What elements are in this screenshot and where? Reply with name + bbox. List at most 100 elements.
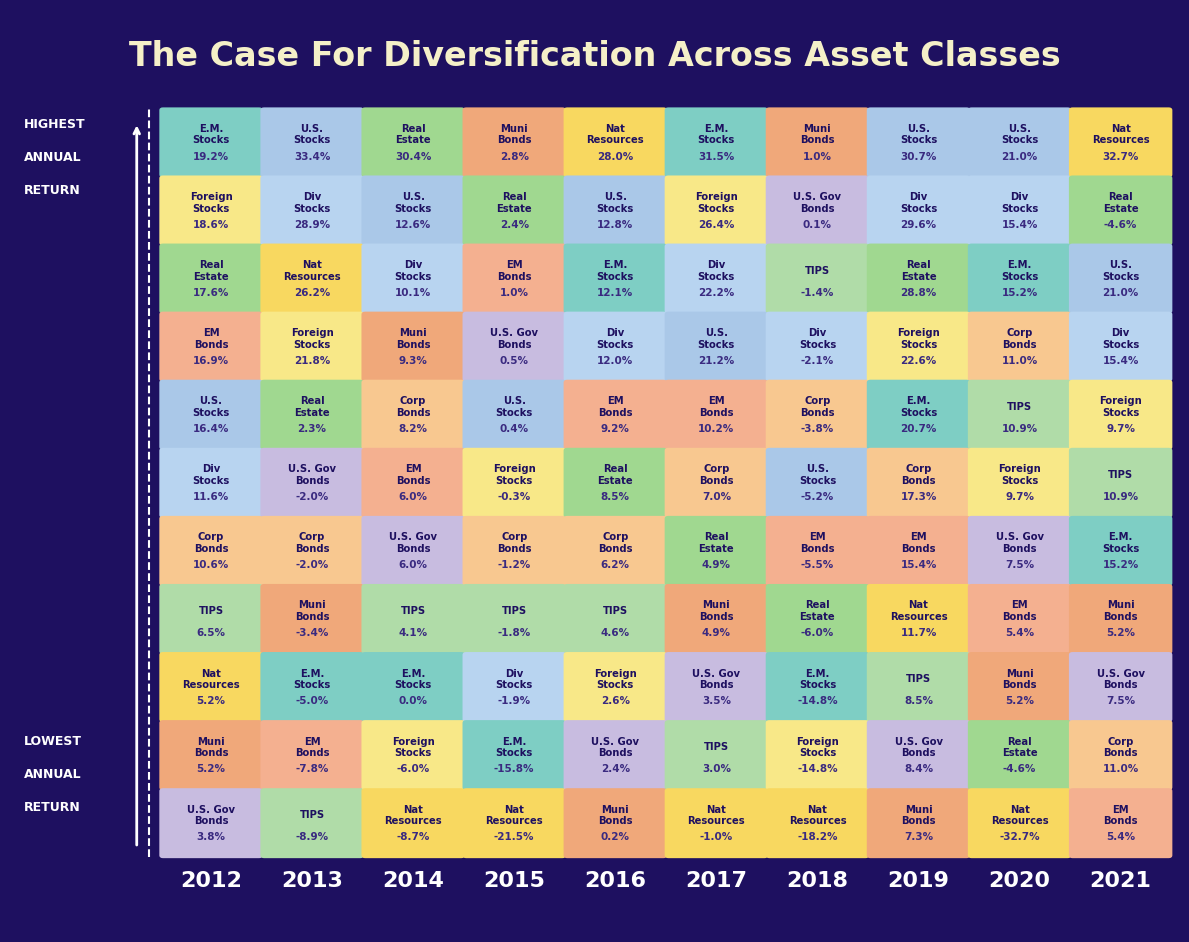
Text: -3.4%: -3.4% [295, 628, 329, 638]
Text: -4.6%: -4.6% [1002, 764, 1037, 774]
Text: 28.9%: 28.9% [294, 219, 331, 230]
FancyBboxPatch shape [463, 652, 566, 722]
Text: -1.0%: -1.0% [700, 833, 732, 842]
Text: -1.9%: -1.9% [498, 696, 530, 706]
Text: Muni
Bonds: Muni Bonds [194, 737, 228, 758]
Text: 30.4%: 30.4% [395, 152, 432, 161]
Text: 8.5%: 8.5% [600, 492, 630, 502]
Text: 2021: 2021 [1089, 870, 1152, 891]
Text: -1.4%: -1.4% [800, 287, 835, 298]
Text: 5.2%: 5.2% [196, 696, 226, 706]
Text: Real
Estate: Real Estate [194, 260, 228, 282]
Text: 4.6%: 4.6% [600, 628, 630, 638]
FancyBboxPatch shape [463, 312, 566, 382]
Text: 2013: 2013 [281, 870, 344, 891]
FancyBboxPatch shape [1069, 584, 1172, 654]
FancyBboxPatch shape [463, 584, 566, 654]
Text: Muni
Bonds: Muni Bonds [800, 123, 835, 145]
Text: TIPS: TIPS [502, 607, 527, 616]
FancyBboxPatch shape [564, 584, 667, 654]
Text: 2012: 2012 [180, 870, 243, 891]
Text: 2015: 2015 [483, 870, 546, 891]
Text: -8.9%: -8.9% [296, 833, 328, 842]
FancyBboxPatch shape [665, 720, 768, 790]
Text: EM
Bonds: EM Bonds [1103, 804, 1138, 826]
Text: TIPS: TIPS [603, 607, 628, 616]
Text: 15.4%: 15.4% [1001, 219, 1038, 230]
Text: 2.3%: 2.3% [297, 424, 327, 434]
FancyBboxPatch shape [564, 380, 667, 449]
Text: E.M.
Stocks: E.M. Stocks [799, 669, 836, 690]
FancyBboxPatch shape [1069, 652, 1172, 722]
FancyBboxPatch shape [766, 788, 869, 858]
Text: TIPS: TIPS [199, 607, 224, 616]
FancyBboxPatch shape [159, 175, 263, 246]
Text: 11.0%: 11.0% [1001, 356, 1038, 365]
FancyBboxPatch shape [867, 380, 970, 449]
Text: -8.7%: -8.7% [396, 833, 430, 842]
Text: Corp
Bonds: Corp Bonds [598, 532, 633, 554]
FancyBboxPatch shape [766, 516, 869, 586]
Text: 21.2%: 21.2% [698, 356, 735, 365]
Text: 0.4%: 0.4% [499, 424, 529, 434]
Text: EM
Bonds: EM Bonds [295, 737, 329, 758]
Text: 6.5%: 6.5% [196, 628, 226, 638]
Text: E.M.
Stocks: E.M. Stocks [1102, 532, 1139, 554]
FancyBboxPatch shape [260, 516, 364, 586]
Text: E.M.
Stocks: E.M. Stocks [900, 397, 937, 417]
Text: Div
Stocks: Div Stocks [395, 260, 432, 282]
FancyBboxPatch shape [867, 720, 970, 790]
FancyBboxPatch shape [361, 380, 465, 449]
Text: Muni
Bonds: Muni Bonds [396, 328, 430, 349]
Text: Real
Estate: Real Estate [295, 397, 329, 417]
Text: HIGHEST: HIGHEST [24, 118, 86, 131]
Text: U.S. Gov
Bonds: U.S. Gov Bonds [894, 737, 943, 758]
FancyBboxPatch shape [159, 720, 263, 790]
FancyBboxPatch shape [361, 652, 465, 722]
FancyBboxPatch shape [260, 447, 364, 518]
Text: E.M.
Stocks: E.M. Stocks [395, 669, 432, 690]
Text: -18.2%: -18.2% [797, 833, 838, 842]
Text: -0.3%: -0.3% [498, 492, 530, 502]
Text: U.S. Gov
Bonds: U.S. Gov Bonds [187, 804, 235, 826]
FancyBboxPatch shape [867, 244, 970, 314]
FancyBboxPatch shape [766, 380, 869, 449]
FancyBboxPatch shape [260, 175, 364, 246]
FancyBboxPatch shape [867, 312, 970, 382]
FancyBboxPatch shape [867, 584, 970, 654]
Text: Div
Stocks: Div Stocks [1001, 192, 1038, 214]
Text: Div
Stocks: Div Stocks [799, 328, 836, 349]
Text: U.S. Gov
Bonds: U.S. Gov Bonds [288, 464, 336, 486]
FancyBboxPatch shape [159, 107, 263, 177]
Text: U.S.
Stocks: U.S. Stocks [496, 397, 533, 417]
FancyBboxPatch shape [867, 652, 970, 722]
FancyBboxPatch shape [361, 788, 465, 858]
Text: U.S. Gov
Bonds: U.S. Gov Bonds [490, 328, 539, 349]
FancyBboxPatch shape [766, 652, 869, 722]
Text: 7.3%: 7.3% [904, 833, 933, 842]
Text: 2016: 2016 [584, 870, 647, 891]
FancyBboxPatch shape [968, 652, 1071, 722]
Text: 21.0%: 21.0% [1001, 152, 1038, 161]
FancyBboxPatch shape [968, 788, 1071, 858]
Text: Corp
Bonds: Corp Bonds [699, 464, 734, 486]
Text: 21.0%: 21.0% [1102, 287, 1139, 298]
FancyBboxPatch shape [463, 107, 566, 177]
Text: Real
Estate: Real Estate [1002, 737, 1037, 758]
FancyBboxPatch shape [665, 312, 768, 382]
Text: E.M.
Stocks: E.M. Stocks [698, 123, 735, 145]
Text: Corp
Bonds: Corp Bonds [1002, 328, 1037, 349]
Text: Nat
Resources: Nat Resources [889, 600, 948, 622]
Text: Nat
Resources: Nat Resources [485, 804, 543, 826]
Text: EM
Bonds: EM Bonds [497, 260, 531, 282]
FancyBboxPatch shape [867, 107, 970, 177]
FancyBboxPatch shape [1069, 447, 1172, 518]
Text: EM
Bonds: EM Bonds [800, 532, 835, 554]
FancyBboxPatch shape [361, 107, 465, 177]
FancyBboxPatch shape [260, 788, 364, 858]
Text: Nat
Resources: Nat Resources [788, 804, 847, 826]
Text: 11.6%: 11.6% [193, 492, 229, 502]
FancyBboxPatch shape [361, 447, 465, 518]
Text: -5.0%: -5.0% [296, 696, 328, 706]
Text: 6.0%: 6.0% [398, 560, 428, 570]
